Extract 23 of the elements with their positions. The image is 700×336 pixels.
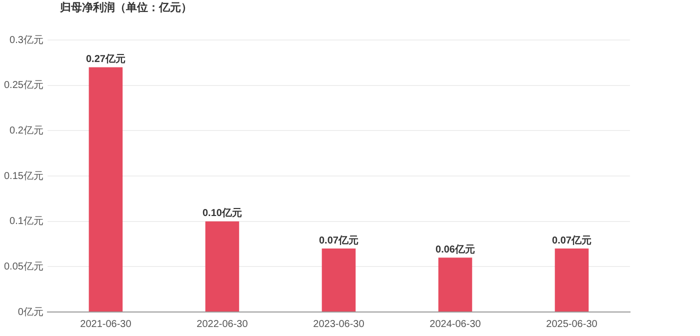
- data-label: 0.07亿元: [318, 234, 358, 246]
- bar: [205, 221, 240, 312]
- data-label: 0.27亿元: [86, 52, 126, 65]
- x-tick-label: 2024-06-30: [430, 318, 482, 330]
- y-tick-label: 0.15亿元: [4, 170, 44, 182]
- y-tick-label: 0.25亿元: [4, 80, 44, 92]
- y-tick-label: 0.05亿元: [4, 261, 44, 272]
- x-tick-label: 2022-06-30: [196, 318, 248, 330]
- bar: [88, 67, 123, 312]
- y-tick-label: 0.2亿元: [10, 125, 44, 136]
- bar: [438, 258, 472, 312]
- x-tick-label: 2021-06-30: [80, 318, 132, 330]
- data-label: 0.10亿元: [202, 207, 242, 220]
- data-label: 0.06亿元: [436, 243, 475, 256]
- data-label: 0.07亿元: [552, 234, 592, 246]
- x-tick-label: 2025-06-30: [546, 318, 598, 330]
- bar: [554, 248, 589, 312]
- y-tick-label: 0.3亿元: [10, 34, 44, 46]
- y-tick-label: 0.1亿元: [10, 216, 44, 228]
- y-tick-label: 0亿元: [18, 306, 44, 318]
- x-tick-label: 2023-06-30: [313, 318, 365, 330]
- chart-title: 归母净利润（单位：亿元）: [60, 0, 192, 15]
- bar: [322, 248, 356, 312]
